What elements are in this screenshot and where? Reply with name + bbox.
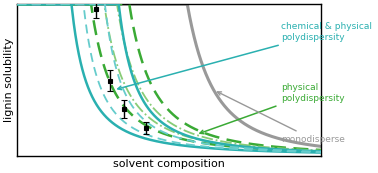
Text: monodisperse: monodisperse	[217, 92, 345, 144]
Text: physical
polydispersity: physical polydispersity	[200, 83, 345, 134]
Text: chemical & physical
polydispersity: chemical & physical polydispersity	[118, 22, 372, 90]
X-axis label: solvent composition: solvent composition	[113, 159, 225, 169]
Y-axis label: lignin solubility: lignin solubility	[4, 38, 14, 122]
